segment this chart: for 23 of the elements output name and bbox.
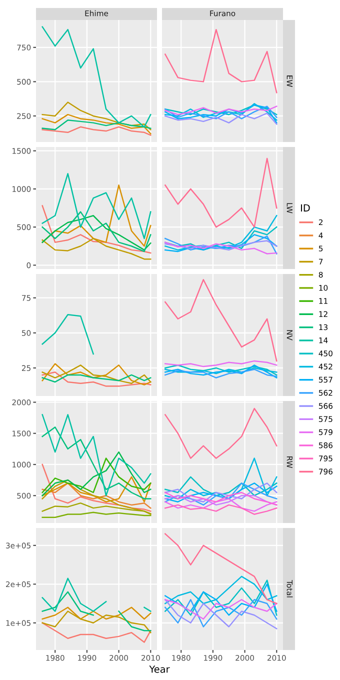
line-series <box>42 502 152 514</box>
legend-title: ID <box>301 204 310 212</box>
line-series <box>42 374 152 383</box>
line-series <box>42 606 152 620</box>
line-series <box>42 414 152 496</box>
line-series <box>42 26 152 128</box>
line-series <box>42 476 152 502</box>
line-series <box>42 238 152 260</box>
line-series <box>42 126 152 136</box>
line-series <box>42 372 152 387</box>
line-series <box>42 464 152 512</box>
line-series <box>42 451 152 496</box>
line-series <box>42 482 152 509</box>
line-series <box>42 119 152 130</box>
line-series <box>42 610 152 634</box>
x-axis-title: Year <box>149 666 170 673</box>
line-series <box>42 114 152 134</box>
line-series <box>42 458 152 494</box>
line-series <box>42 426 152 500</box>
line-series <box>42 205 152 254</box>
line-series <box>42 622 152 643</box>
line-series <box>42 314 94 355</box>
line-series <box>42 173 152 240</box>
